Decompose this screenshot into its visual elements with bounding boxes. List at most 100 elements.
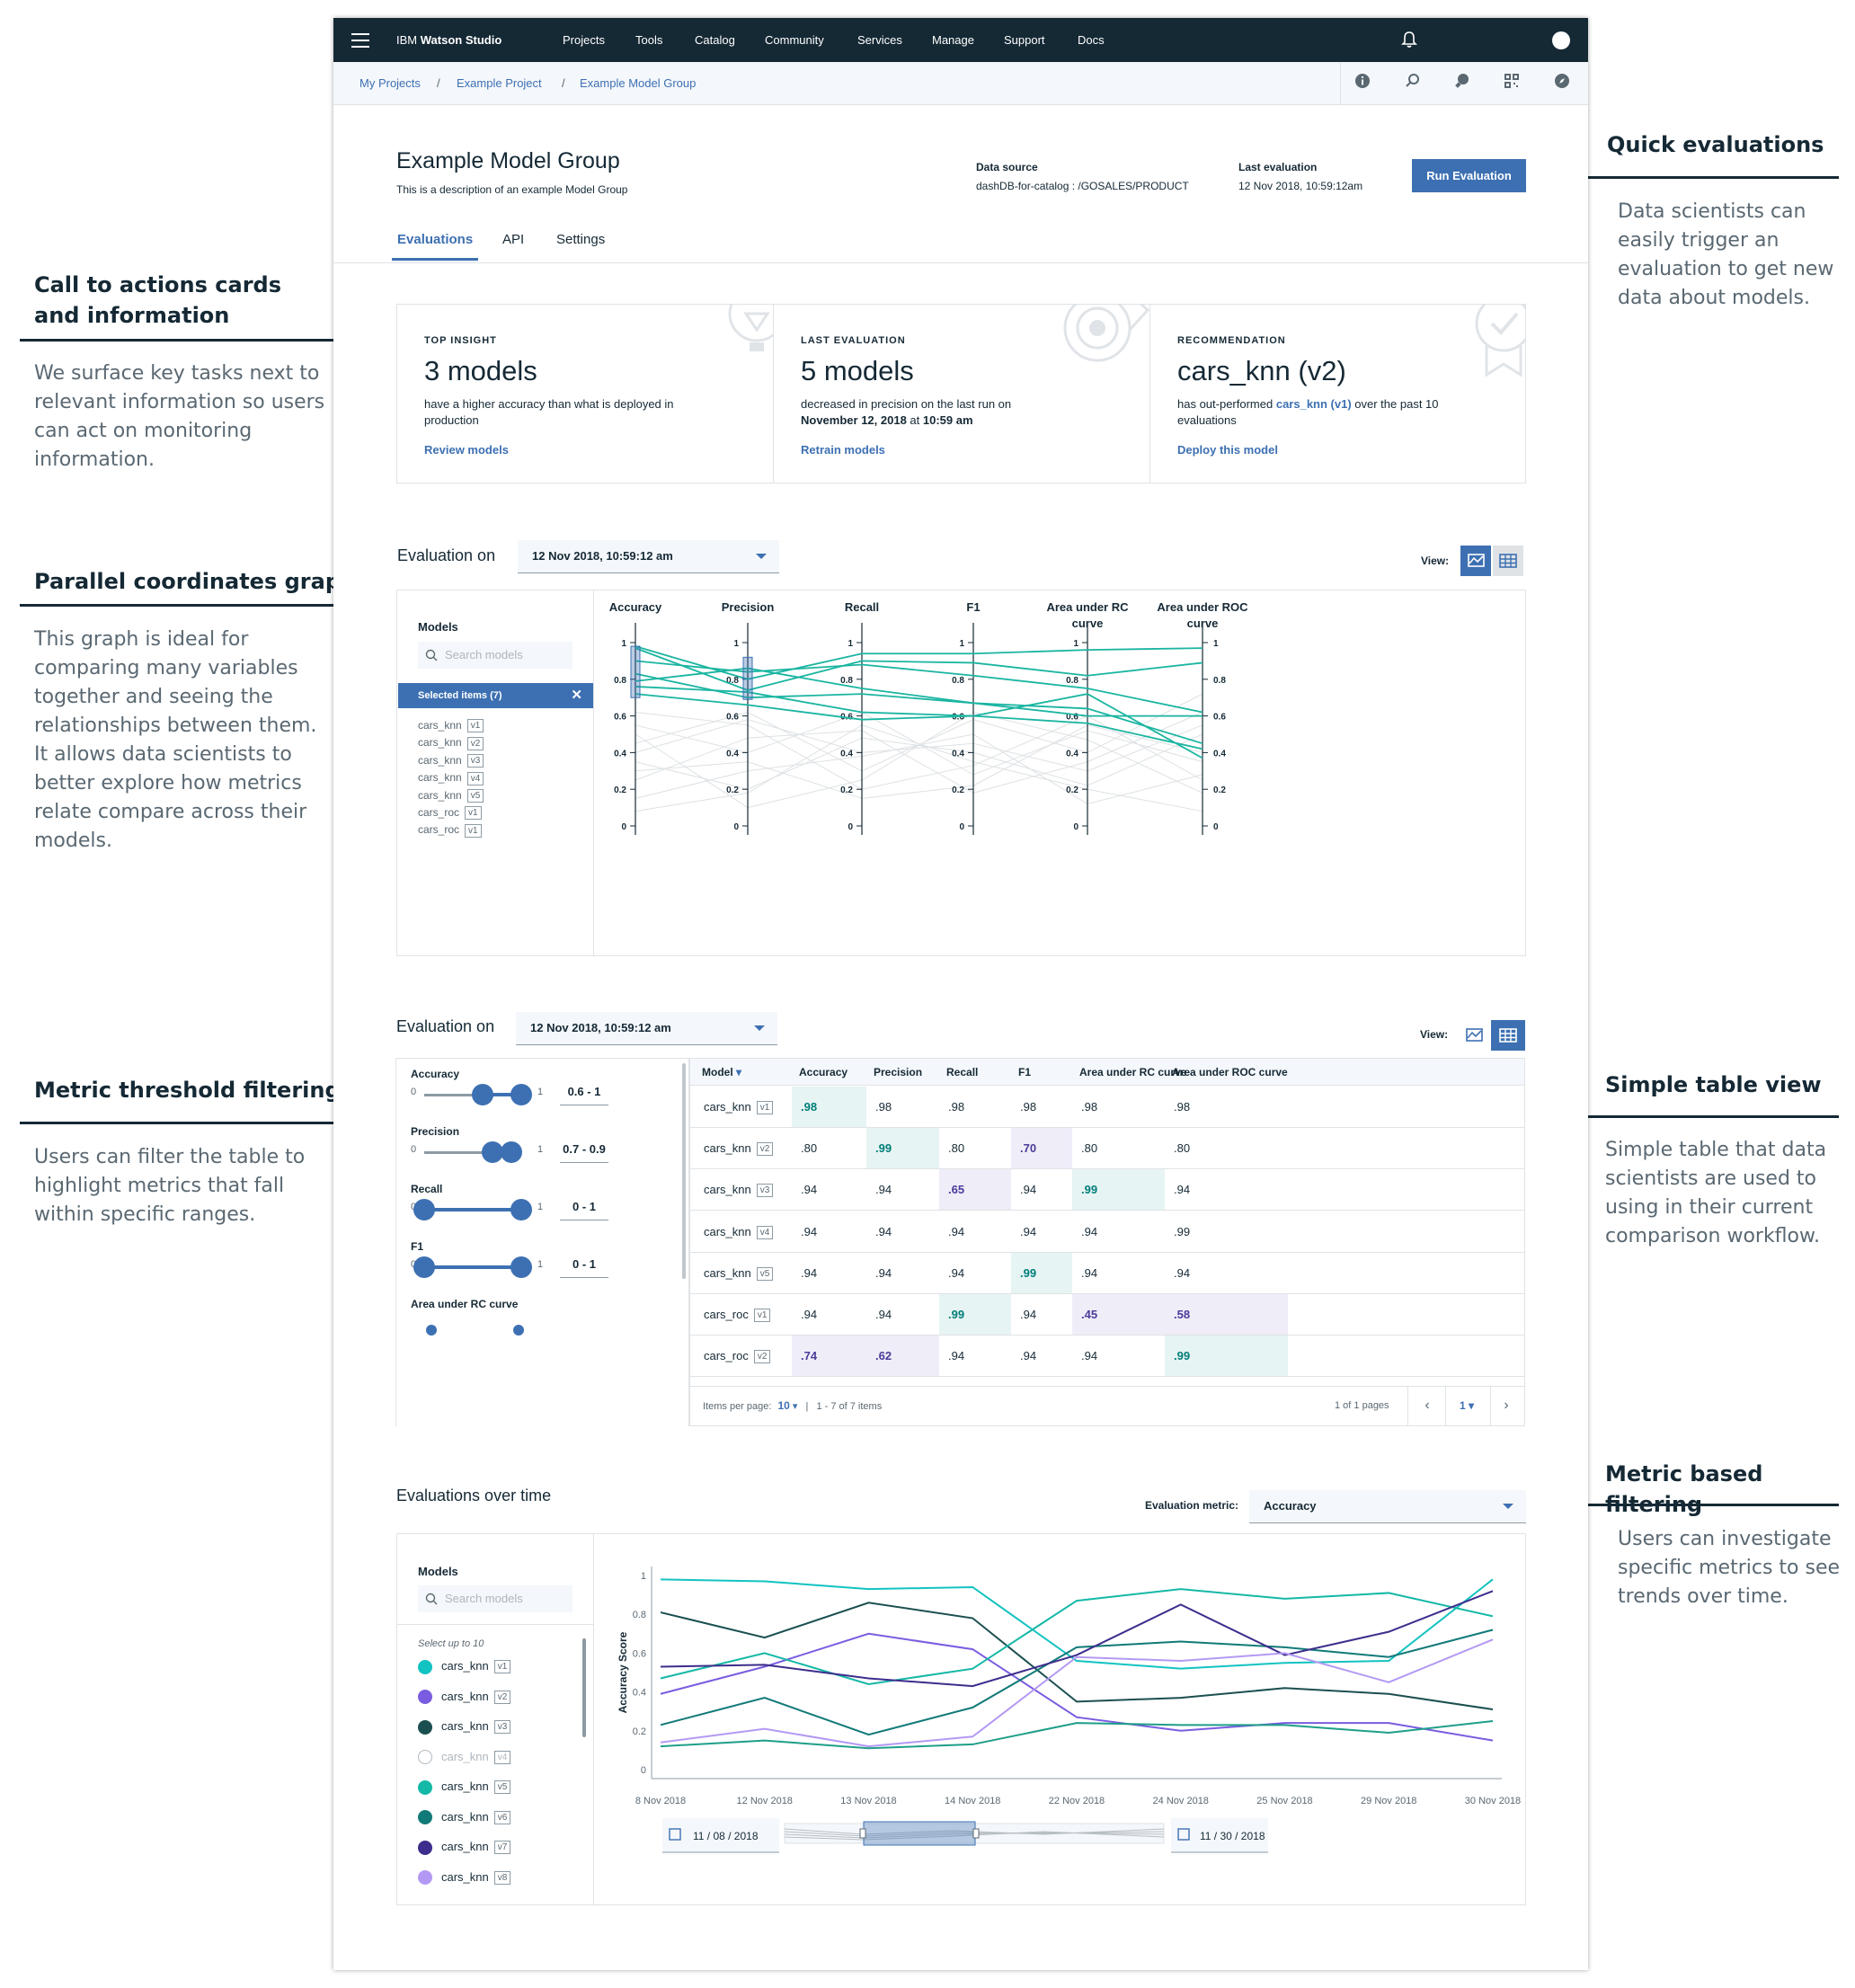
slider-knob-low[interactable]	[481, 1141, 503, 1163]
filter-range-input[interactable]: 0 - 1	[560, 1252, 608, 1278]
pc-model-item[interactable]: cars_roc v1	[418, 806, 482, 821]
legend-item[interactable]: cars_knn v7	[418, 1838, 511, 1856]
start-date-input[interactable]	[662, 1818, 779, 1852]
avatar[interactable]	[1552, 31, 1570, 49]
legend-swatch[interactable]	[418, 1779, 432, 1795]
slider-knob[interactable]	[513, 1325, 524, 1336]
time-search-input[interactable]: Search models	[418, 1585, 572, 1612]
pc-line-highlighted[interactable]	[635, 693, 1203, 750]
hamburger-menu-icon[interactable]	[351, 32, 369, 48]
series-line[interactable]	[660, 1602, 1494, 1711]
accuracy-brush[interactable]	[630, 645, 641, 698]
pc-search-input[interactable]: Search models	[418, 642, 572, 669]
filter-range-input[interactable]: 0 - 1	[560, 1194, 608, 1220]
slider-knob-low[interactable]	[471, 1084, 493, 1105]
table-evaluation-dropdown[interactable]: 12 Nov 2018, 10:59:12 am	[516, 1012, 777, 1045]
brush-handle-right[interactable]	[972, 1828, 980, 1839]
legend-swatch[interactable]	[418, 1659, 432, 1674]
parallel-coordinates-chart[interactable]: 1 0.8 0.6 0.4 0.2 0 1 0.8 0.6 0.4 0.2 0 1 0.8 0.6 0.4 0.…	[594, 590, 1525, 955]
column-header[interactable]: Recall	[946, 1066, 979, 1078]
items-per-page-select[interactable]: 10	[777, 1399, 790, 1412]
brand[interactable]: IBM Watson Studio	[396, 18, 501, 62]
nav-community[interactable]: Community	[765, 33, 824, 47]
pc-line-highlighted[interactable]	[635, 645, 1203, 680]
series-line[interactable]	[660, 1638, 1494, 1748]
legend-swatch[interactable]	[418, 1690, 432, 1705]
compass-icon[interactable]	[1551, 73, 1573, 94]
tab-api[interactable]: API	[502, 232, 525, 247]
table-view-button[interactable]	[1491, 1020, 1525, 1051]
slider-knob-high[interactable]	[510, 1256, 532, 1278]
pc-line-highlighted[interactable]	[635, 686, 1203, 759]
retrain-models-link[interactable]: Retrain models	[801, 443, 885, 457]
legend-item[interactable]: cars_knn v5	[418, 1778, 511, 1796]
legend-swatch[interactable]	[418, 1719, 432, 1735]
review-models-link[interactable]: Review models	[424, 443, 509, 457]
tab-settings[interactable]: Settings	[556, 232, 606, 247]
series-line[interactable]	[660, 1590, 1494, 1688]
slider-knob-high[interactable]	[510, 1084, 532, 1105]
run-evaluation-button[interactable]: Run Evaluation	[1412, 159, 1526, 192]
series-line[interactable]	[660, 1578, 1494, 1670]
pc-model-item[interactable]: cars_knn v2	[418, 736, 484, 750]
legend-swatch[interactable]	[418, 1840, 432, 1855]
filter-range-input[interactable]: 0.7 - 0.9	[560, 1137, 608, 1163]
brush-handle-left[interactable]	[859, 1828, 866, 1839]
deploy-model-link[interactable]: Deploy this model	[1177, 443, 1278, 457]
series-line[interactable]	[660, 1720, 1494, 1750]
range-brush[interactable]	[863, 1821, 976, 1846]
search-icon[interactable]	[1402, 73, 1424, 94]
legend-item[interactable]: cars_knn v2	[418, 1688, 511, 1706]
chart-view-button[interactable]	[1459, 1020, 1489, 1051]
breadcrumb-example-model-group[interactable]: Example Model Group	[580, 76, 697, 90]
column-header[interactable]: Model ▾	[702, 1066, 742, 1078]
chart-view-button[interactable]	[1460, 546, 1491, 576]
pc-line-highlighted[interactable]	[635, 647, 1203, 691]
breadcrumb-example-project[interactable]: Example Project	[457, 76, 542, 90]
column-header[interactable]: Precision	[874, 1066, 923, 1078]
series-line[interactable]	[660, 1588, 1494, 1685]
pc-line-highlighted[interactable]	[635, 672, 1203, 745]
info-icon[interactable]	[1352, 73, 1373, 94]
breadcrumb-my-projects[interactable]: My Projects	[359, 76, 421, 90]
pc-model-item[interactable]: cars_roc v1	[418, 823, 482, 838]
sort-icon[interactable]: ▾	[732, 1066, 742, 1078]
pc-model-item[interactable]: cars_knn v4	[418, 771, 484, 785]
nav-support[interactable]: Support	[1004, 33, 1045, 47]
table-view-button[interactable]	[1493, 546, 1523, 576]
filter-range-input[interactable]: 0.6 - 1	[560, 1079, 608, 1105]
column-header[interactable]: Area under RC curve	[1079, 1066, 1187, 1078]
filter-scrollbar[interactable]	[682, 1063, 686, 1279]
scan-icon[interactable]	[1501, 73, 1522, 94]
slider-knob-low[interactable]	[413, 1199, 435, 1220]
pc-model-item[interactable]: cars_knn v3	[418, 754, 484, 768]
bell-icon[interactable]	[1401, 31, 1417, 49]
series-line[interactable]	[660, 1629, 1494, 1736]
tab-evaluations[interactable]: Evaluations	[392, 232, 479, 261]
legend-swatch[interactable]	[418, 1750, 432, 1765]
card-desc-model-link[interactable]: cars_knn (v1)	[1275, 397, 1352, 411]
pc-model-item[interactable]: cars_knn v1	[418, 719, 484, 733]
column-header[interactable]: Accuracy	[799, 1066, 848, 1078]
line-chart[interactable]: Accuracy Score 1 0.8 0.6 0.4 0.2 0 8 Nov 2018 12…	[594, 1534, 1525, 1904]
nav-projects[interactable]: Projects	[563, 33, 605, 47]
nav-manage[interactable]: Manage	[932, 33, 974, 47]
slider-knob-high[interactable]	[501, 1141, 523, 1163]
precision-brush[interactable]	[742, 656, 753, 700]
legend-swatch[interactable]	[418, 1810, 432, 1825]
slider-knob-high[interactable]	[510, 1199, 532, 1220]
pc-line-highlighted[interactable]	[635, 667, 1203, 717]
nav-services[interactable]: Services	[857, 33, 902, 47]
column-header[interactable]: Area under ROC curve	[1172, 1066, 1288, 1078]
nav-catalog[interactable]: Catalog	[695, 33, 735, 47]
legend-swatch[interactable]	[418, 1870, 432, 1886]
legend-scrollbar[interactable]	[582, 1638, 586, 1737]
pc-evaluation-dropdown[interactable]: 12 Nov 2018, 10:59:12 am	[518, 540, 779, 573]
end-date-input[interactable]	[1171, 1818, 1268, 1852]
legend-item[interactable]: cars_knn v6	[418, 1808, 511, 1826]
legend-item[interactable]: cars_knn v8	[418, 1868, 511, 1886]
column-header[interactable]: F1	[1018, 1066, 1032, 1078]
close-icon[interactable]: ✕	[571, 688, 582, 703]
evaluation-metric-dropdown[interactable]: Accuracy	[1249, 1490, 1526, 1523]
pager-next-icon[interactable]: ›	[1504, 1398, 1509, 1413]
